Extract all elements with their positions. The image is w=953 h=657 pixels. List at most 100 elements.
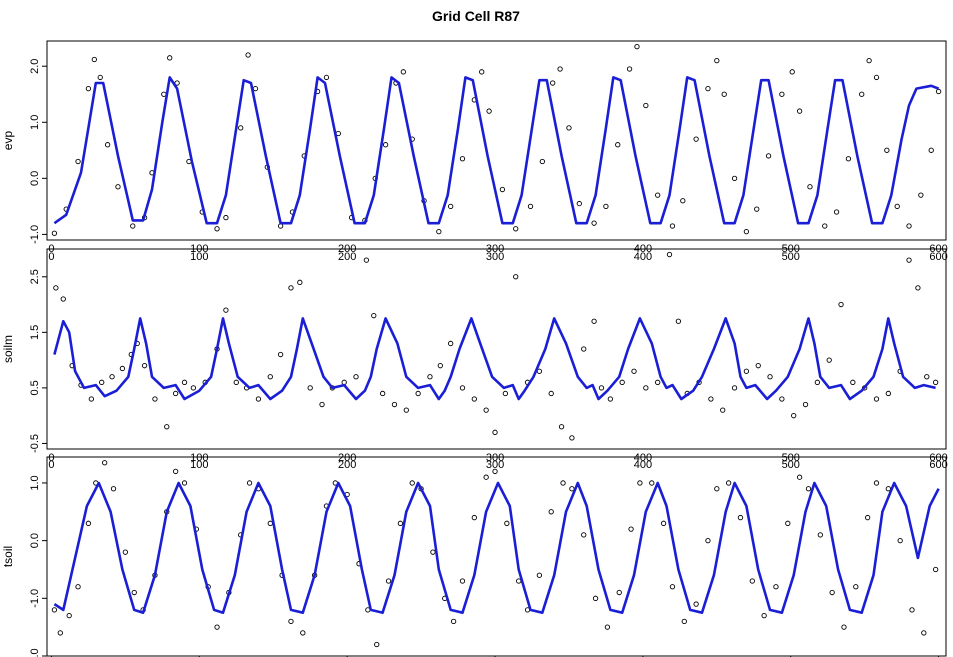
data-point bbox=[130, 223, 136, 229]
data-point bbox=[57, 630, 63, 636]
data-point bbox=[894, 203, 900, 210]
data-point bbox=[643, 385, 649, 391]
y-tick-label: 2.0 bbox=[29, 648, 41, 657]
data-point bbox=[765, 153, 772, 159]
data-point bbox=[829, 589, 835, 596]
data-point bbox=[548, 509, 554, 515]
data-point bbox=[131, 589, 137, 596]
data-point bbox=[822, 223, 828, 229]
data-point bbox=[737, 514, 744, 521]
data-point bbox=[374, 641, 380, 648]
data-point bbox=[75, 584, 81, 590]
data-point bbox=[502, 390, 509, 397]
x-tick-label: 600 bbox=[929, 459, 947, 471]
y-axis-label-tsoil: tsoil bbox=[1, 546, 15, 567]
data-point bbox=[619, 379, 625, 385]
y-tick-label: 0.0 bbox=[29, 171, 41, 186]
data-point bbox=[845, 156, 852, 162]
data-point bbox=[539, 158, 545, 165]
plot-area bbox=[51, 43, 942, 236]
panels-group: 0 100 200 300 400 500 600 -1.0 0.0 1.0 2.0 evp 0 100 2… bbox=[1, 40, 948, 657]
y-tick-label: -1.0 bbox=[29, 225, 41, 244]
data-point bbox=[448, 340, 454, 347]
data-point bbox=[164, 424, 170, 430]
x-tick-label: 300 bbox=[486, 459, 504, 471]
data-point bbox=[643, 102, 649, 109]
data-point bbox=[51, 607, 58, 613]
data-point bbox=[604, 624, 611, 630]
x-tick-label: 100 bbox=[190, 459, 208, 471]
y-tick-label: 2.0 bbox=[29, 59, 41, 74]
y-tick-label: -0.5 bbox=[29, 434, 41, 453]
data-point bbox=[838, 301, 844, 308]
data-point bbox=[791, 413, 797, 419]
data-point bbox=[499, 186, 506, 193]
data-point bbox=[353, 374, 359, 380]
data-point bbox=[450, 618, 457, 625]
data-point bbox=[581, 532, 587, 538]
data-point bbox=[382, 142, 389, 148]
data-point bbox=[660, 520, 667, 526]
data-point bbox=[471, 514, 477, 521]
data-point bbox=[245, 52, 251, 58]
data-point bbox=[591, 220, 597, 226]
data-point bbox=[483, 474, 489, 480]
data-point bbox=[817, 532, 823, 538]
x-tick-label: 0 bbox=[48, 251, 54, 263]
data-point bbox=[720, 407, 726, 413]
data-point bbox=[864, 514, 871, 521]
data-point bbox=[754, 206, 760, 212]
data-point bbox=[731, 385, 738, 391]
data-point bbox=[581, 346, 587, 352]
data-point bbox=[807, 184, 813, 190]
data-point bbox=[102, 460, 108, 466]
x-tick-label: 100 bbox=[190, 452, 208, 464]
data-point bbox=[104, 142, 111, 148]
data-point bbox=[859, 91, 865, 97]
y-tick-label: 0.5 bbox=[29, 380, 41, 395]
data-point bbox=[725, 480, 732, 486]
data-point bbox=[841, 624, 847, 630]
y-tick-label: 2.5 bbox=[29, 269, 41, 284]
data-point bbox=[60, 296, 66, 302]
data-point bbox=[181, 480, 188, 486]
data-point bbox=[459, 156, 466, 162]
data-point bbox=[88, 396, 95, 402]
data-point bbox=[97, 74, 103, 81]
data-point bbox=[743, 228, 750, 235]
data-point bbox=[655, 192, 661, 198]
data-point bbox=[714, 486, 720, 492]
x-tick-label: 500 bbox=[782, 251, 800, 263]
data-point bbox=[277, 351, 284, 358]
data-point bbox=[591, 318, 597, 324]
plot-frame bbox=[46, 40, 947, 241]
data-point bbox=[789, 69, 795, 75]
plot-frame bbox=[46, 248, 947, 450]
data-point bbox=[884, 147, 890, 153]
data-point bbox=[607, 396, 614, 402]
data-point bbox=[85, 520, 92, 526]
data-point bbox=[379, 390, 386, 397]
data-point bbox=[853, 584, 859, 590]
data-point bbox=[479, 69, 485, 75]
fit-line bbox=[53, 76, 940, 225]
data-point bbox=[655, 379, 661, 385]
data-point bbox=[743, 368, 750, 374]
data-point bbox=[693, 136, 699, 142]
data-point bbox=[626, 66, 633, 72]
panel-tsoil: 0 100 200 300 400 500 600 2.0 -1.0 0.0 1.0 tsoil bbox=[1, 456, 948, 657]
x-tick-label: 0 bbox=[48, 459, 54, 471]
x-tick-label: 600 bbox=[929, 251, 947, 263]
data-point bbox=[932, 379, 939, 385]
data-point bbox=[909, 607, 915, 613]
data-point bbox=[459, 385, 466, 391]
data-point bbox=[755, 363, 761, 369]
data-point bbox=[666, 251, 673, 258]
data-point bbox=[932, 566, 939, 573]
data-point bbox=[400, 69, 406, 75]
data-point bbox=[492, 429, 498, 435]
data-point bbox=[223, 214, 229, 221]
data-point bbox=[471, 396, 477, 402]
